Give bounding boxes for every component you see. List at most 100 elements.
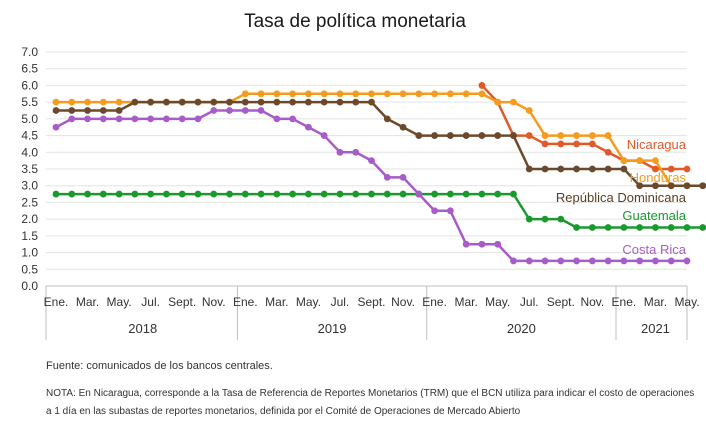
data-point [84,107,91,114]
x-tick-label: Nov. [202,295,226,309]
data-point [510,98,517,106]
y-tick-label: 2.5 [21,195,38,209]
year-label: 2019 [318,321,347,336]
data-point [478,90,486,98]
data-point [210,98,218,106]
data-point [163,98,170,106]
data-point [588,224,596,231]
chart-title: Tasa de política monetaria [244,11,466,32]
data-point [652,257,659,265]
data-point [131,115,139,123]
data-point [541,140,549,148]
data-point [115,190,123,198]
data-point [573,132,580,139]
series-label: Guatemala [622,208,686,223]
y-tick-label: 4.0 [21,145,38,159]
x-tick-label: Jul. [331,295,350,309]
series-label: Costa Rica [622,242,686,257]
data-point [399,190,407,198]
data-point [699,182,706,190]
data-point [320,90,328,98]
data-point [557,132,565,139]
data-point [273,98,281,106]
data-point [652,157,659,165]
data-point [620,224,628,231]
data-point [115,107,123,114]
data-point [462,90,470,98]
data-point [478,132,486,139]
data-point [431,190,438,198]
data-point [68,98,76,106]
data-point [494,132,502,139]
data-point [557,215,565,223]
data-point [68,190,76,198]
series-line [56,100,706,187]
data-point [368,90,375,98]
y-tick-label: 6.0 [21,78,38,92]
data-point [636,257,644,265]
data-point [289,98,297,106]
data-point [84,190,91,198]
data-point [194,98,202,106]
data-point [383,90,391,98]
data-point [257,107,265,114]
y-tick-label: 5.5 [21,95,38,109]
data-point [525,107,533,114]
data-point [289,115,297,123]
data-point [399,173,407,181]
data-point [525,132,533,139]
data-point [352,98,360,106]
x-tick-label: Mar. [454,295,477,309]
year-label: 2018 [128,321,157,336]
data-point [667,257,675,265]
x-tick-label: Nov. [580,295,604,309]
data-point [241,107,249,114]
x-tick-label: May. [674,295,699,309]
data-point [305,123,312,131]
x-tick-label: Ene. [422,295,447,309]
year-label: 2020 [507,321,536,336]
data-point [289,90,297,98]
data-point [52,107,60,114]
data-point [305,190,312,198]
y-tick-label: 0.5 [21,262,38,276]
data-point [115,98,123,106]
data-point [446,90,454,98]
data-point [52,123,60,131]
data-point [478,240,486,248]
series-line [481,84,687,171]
series-label: Nicaragua [627,137,687,152]
data-point [541,257,549,265]
data-point [620,157,628,165]
data-point [383,190,391,198]
x-tick-label: Nov. [391,295,415,309]
data-point [494,98,502,106]
data-point [99,98,107,106]
data-point [557,257,565,265]
y-tick-label: 0.0 [21,279,38,293]
data-point [478,82,486,89]
data-point [163,115,170,123]
data-point [588,140,596,148]
data-point [620,257,628,265]
data-point [257,98,265,106]
data-point [431,207,438,215]
y-tick-label: 2.0 [21,212,38,226]
data-point [178,190,186,198]
data-point [368,157,375,165]
data-point [667,224,675,231]
data-point [84,115,91,123]
data-point [320,98,328,106]
data-point [241,90,249,98]
year-label: 2021 [641,321,670,336]
data-point [415,90,423,98]
x-tick-label: Jul. [141,295,160,309]
data-point [667,182,675,190]
data-point [383,115,391,123]
data-point [194,190,202,198]
data-point [667,165,675,173]
data-point [636,224,644,231]
data-point [178,98,186,106]
data-point [115,115,123,123]
data-point [415,132,423,139]
